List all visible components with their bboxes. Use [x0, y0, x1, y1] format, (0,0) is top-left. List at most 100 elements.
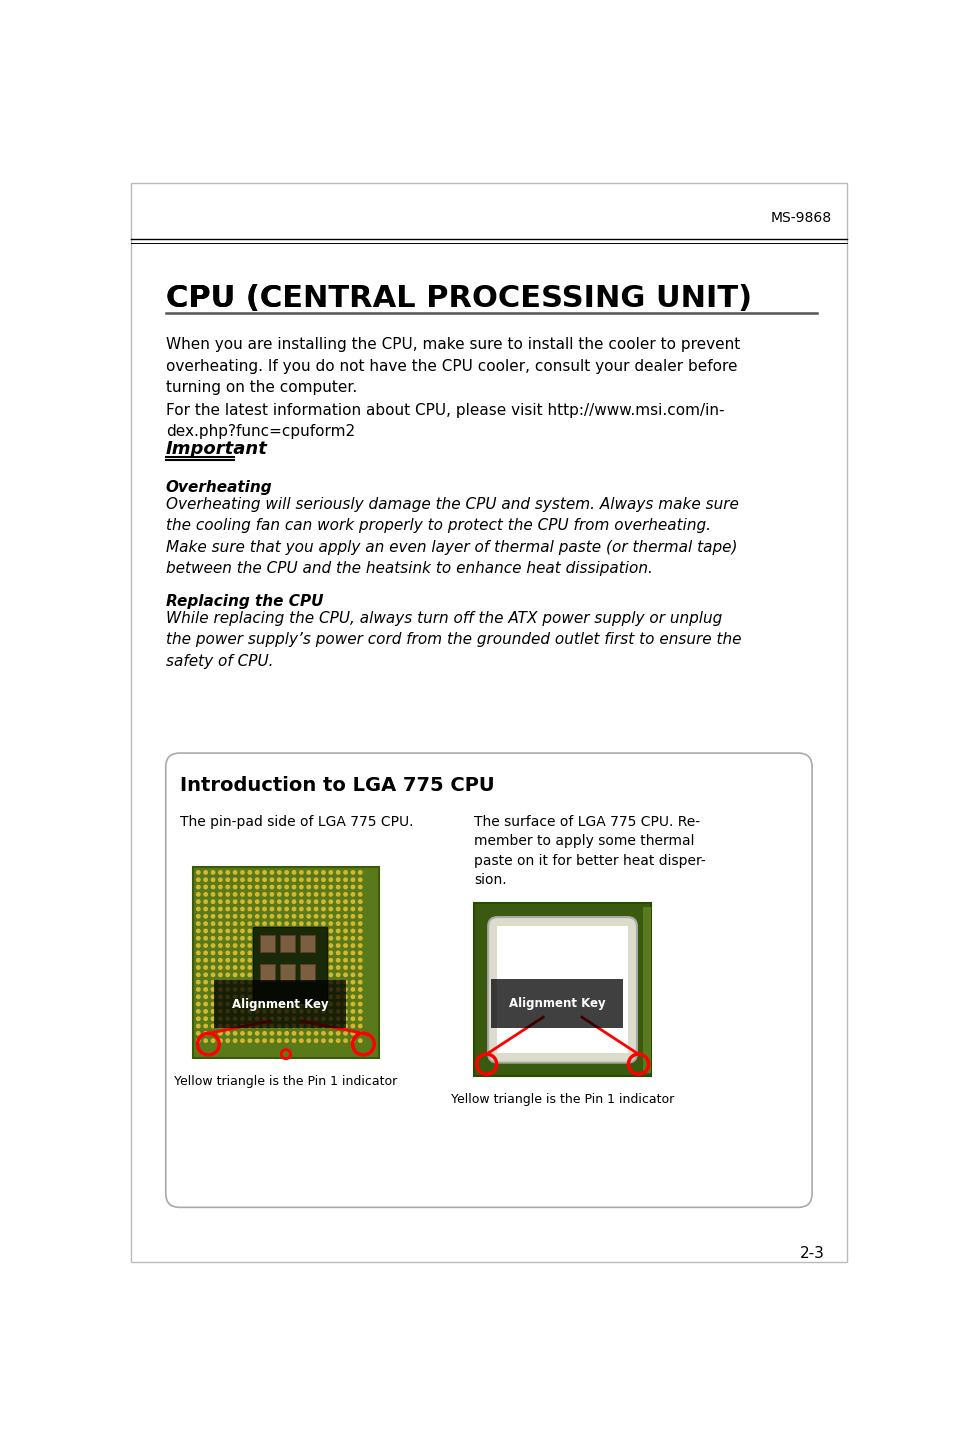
Circle shape [307, 1025, 310, 1027]
Text: CPU (CENTRAL PROCESSING UNIT): CPU (CENTRAL PROCESSING UNIT) [166, 285, 751, 313]
Circle shape [336, 879, 339, 881]
Text: Alignment Key: Alignment Key [509, 997, 605, 1010]
Circle shape [277, 914, 281, 919]
Circle shape [226, 987, 230, 992]
Circle shape [277, 1025, 281, 1027]
Circle shape [240, 966, 244, 969]
Circle shape [212, 1025, 214, 1027]
Circle shape [336, 952, 339, 954]
Circle shape [329, 944, 333, 947]
Circle shape [314, 900, 317, 903]
Circle shape [358, 1032, 361, 1035]
Circle shape [314, 1039, 317, 1042]
Circle shape [240, 959, 244, 962]
Circle shape [321, 1025, 325, 1027]
Circle shape [240, 936, 244, 940]
Circle shape [255, 914, 258, 919]
Circle shape [218, 995, 222, 999]
Circle shape [285, 1039, 288, 1042]
Circle shape [307, 1032, 310, 1035]
Circle shape [218, 914, 222, 919]
Circle shape [226, 1010, 230, 1013]
Circle shape [204, 987, 207, 992]
Circle shape [196, 893, 200, 896]
Circle shape [212, 1002, 214, 1006]
Circle shape [218, 907, 222, 910]
Circle shape [226, 952, 230, 954]
Circle shape [233, 870, 236, 874]
Circle shape [218, 1025, 222, 1027]
Circle shape [204, 929, 207, 933]
Circle shape [240, 973, 244, 976]
Circle shape [292, 907, 295, 910]
Circle shape [351, 959, 355, 962]
Text: Overheating will seriously damage the CPU and system. Always make sure
the cooli: Overheating will seriously damage the CP… [166, 497, 738, 577]
Circle shape [196, 973, 200, 976]
Circle shape [212, 959, 214, 962]
Bar [299, 934, 315, 952]
Circle shape [292, 1017, 295, 1020]
Circle shape [240, 929, 244, 933]
Circle shape [248, 929, 252, 933]
Circle shape [307, 900, 310, 903]
Circle shape [321, 922, 325, 926]
Circle shape [285, 900, 288, 903]
Circle shape [277, 1039, 281, 1042]
Circle shape [263, 893, 266, 896]
Circle shape [204, 952, 207, 954]
Circle shape [218, 973, 222, 976]
Circle shape [321, 879, 325, 881]
Circle shape [307, 870, 310, 874]
Circle shape [212, 922, 214, 926]
Circle shape [351, 995, 355, 999]
Circle shape [212, 952, 214, 954]
Circle shape [226, 922, 230, 926]
FancyBboxPatch shape [488, 917, 637, 1063]
Circle shape [204, 1025, 207, 1027]
Circle shape [240, 980, 244, 985]
Circle shape [351, 1002, 355, 1006]
Circle shape [212, 893, 214, 896]
Circle shape [358, 1010, 361, 1013]
Circle shape [343, 914, 347, 919]
Circle shape [218, 966, 222, 969]
Circle shape [329, 1017, 333, 1020]
Circle shape [233, 952, 236, 954]
Circle shape [212, 929, 214, 933]
Circle shape [255, 879, 258, 881]
Circle shape [233, 907, 236, 910]
Circle shape [263, 886, 266, 889]
Circle shape [343, 959, 347, 962]
Circle shape [212, 1032, 214, 1035]
Circle shape [263, 914, 266, 919]
Circle shape [218, 929, 222, 933]
Circle shape [358, 1025, 361, 1027]
Circle shape [358, 966, 361, 969]
Circle shape [248, 922, 252, 926]
Circle shape [321, 1017, 325, 1020]
Circle shape [329, 900, 333, 903]
Circle shape [292, 1032, 295, 1035]
Circle shape [255, 1002, 258, 1006]
Text: CPU (C: CPU (C [166, 285, 282, 313]
Circle shape [233, 995, 236, 999]
Circle shape [336, 929, 339, 933]
Circle shape [351, 879, 355, 881]
Circle shape [307, 1002, 310, 1006]
Circle shape [285, 1002, 288, 1006]
Circle shape [336, 1002, 339, 1006]
Circle shape [212, 879, 214, 881]
Circle shape [240, 907, 244, 910]
Text: 2-3: 2-3 [799, 1246, 823, 1261]
Circle shape [204, 995, 207, 999]
Circle shape [343, 929, 347, 933]
Circle shape [358, 914, 361, 919]
Circle shape [358, 922, 361, 926]
Circle shape [248, 980, 252, 985]
Circle shape [358, 936, 361, 940]
Circle shape [336, 995, 339, 999]
Circle shape [248, 1002, 252, 1006]
Bar [474, 903, 650, 1076]
Circle shape [358, 952, 361, 954]
Circle shape [336, 987, 339, 992]
